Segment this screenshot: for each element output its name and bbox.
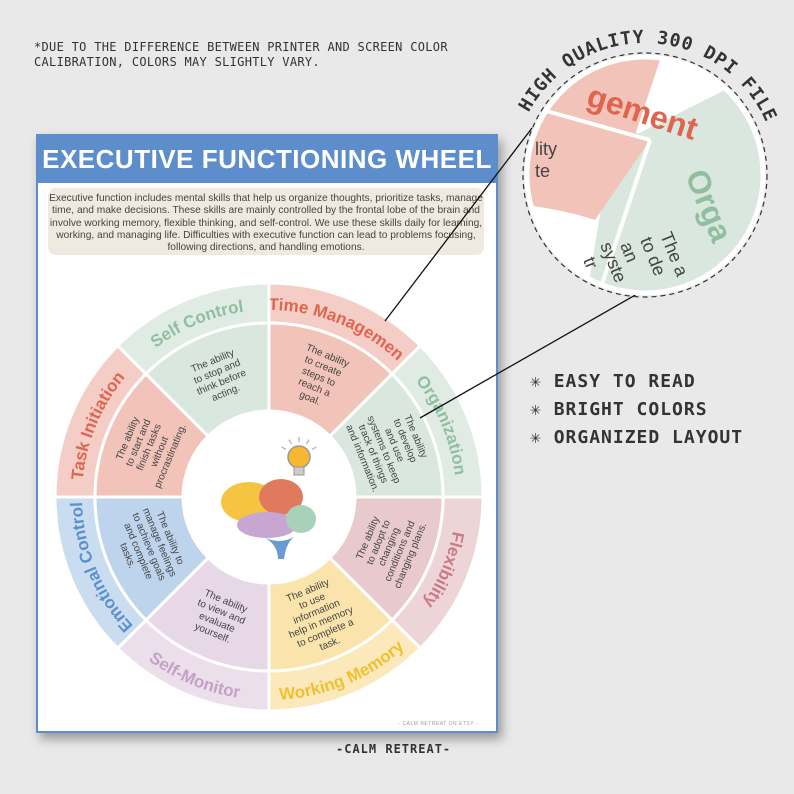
brain-icon — [221, 479, 316, 559]
executive-functioning-wheel: Time ManagementThe abilityto createsteps… — [38, 136, 485, 713]
poster: EXECUTIVE FUNCTIONING WHEEL Executive fu… — [36, 134, 498, 733]
zoomed-text: The a — [656, 229, 692, 280]
feature-list: ✳ EASY TO READ ✳ BRIGHT COLORS ✳ ORGANIZ… — [530, 368, 743, 452]
quality-badge: HIGH QUALITY 300 DPI FILE — [515, 27, 781, 125]
segment-description: The abilityto stop andthink beforeacting… — [187, 346, 253, 408]
feature-item: ✳ EASY TO READ — [530, 371, 696, 392]
asterisk-icon: ✳ — [530, 399, 542, 420]
color-disclaimer: *DUE TO THE DIFFERENCE BETWEEN PRINTER A… — [34, 40, 448, 69]
segment-inner-band — [143, 321, 271, 439]
zoomed-text: te — [535, 161, 550, 181]
zoomed-label: gement — [583, 77, 703, 147]
brand-footer: -CALM RETREAT- — [336, 742, 452, 756]
magnifier-ring — [524, 54, 766, 296]
asterisk-icon: ✳ — [530, 427, 542, 448]
lightbulb-icon — [281, 437, 317, 476]
zoomed-text: tr — [579, 254, 602, 272]
asterisk-icon: ✳ — [530, 371, 542, 392]
feature-item: ✳ ORGANIZED LAYOUT — [530, 427, 744, 448]
zoomed-text: to de — [636, 234, 670, 279]
zoomed-label: Orga — [679, 164, 740, 247]
zoomed-text: an — [616, 239, 642, 265]
zoomed-text: syste — [596, 239, 630, 285]
segment-description: The abilityto view andevaluateyourself. — [187, 587, 251, 648]
credit-text: - CALM RETREAT ON ETSY - — [398, 721, 478, 727]
feature-item: ✳ BRIGHT COLORS — [530, 399, 708, 420]
zoomed-text: lity — [535, 139, 557, 159]
magnifier-dashed-ring — [522, 52, 768, 298]
